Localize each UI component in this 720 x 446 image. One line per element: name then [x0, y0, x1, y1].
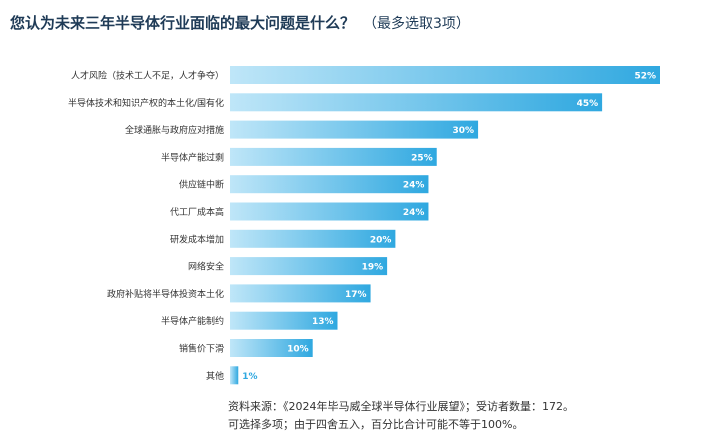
bar-4 — [230, 147, 437, 166]
bar-12 — [230, 366, 239, 385]
category-label-10: 半导体产能制约 — [161, 315, 224, 327]
value-label-8: 19% — [362, 263, 384, 273]
bar-7 — [230, 229, 396, 248]
bar-10 — [230, 311, 338, 330]
chart-title: 您认为未来三年半导体行业面临的最大问题是什么？ （最多选取3项） — [10, 12, 470, 33]
footnote-source: 资料来源：《2024年毕马威全球半导体行业展望》；受访者数量：172。 — [228, 400, 574, 413]
value-label-9: 17% — [345, 290, 367, 300]
bar-2 — [230, 93, 603, 112]
category-label-11: 销售价下滑 — [179, 343, 224, 355]
bar-5 — [230, 175, 429, 194]
category-label-2: 半导体技术和知识产权的本土化/国有化 — [68, 97, 224, 109]
category-label-9: 政府补贴将半导体投资本土化 — [107, 288, 224, 300]
value-label-6: 24% — [403, 208, 425, 218]
bar-group: 人才风险（技术工人不足，人才争夺） 52% 半导体技术和知识产权的本土化/国有化 45… — [68, 66, 660, 385]
bar-9 — [230, 284, 371, 303]
bar-6 — [230, 202, 429, 221]
category-label-8: 网络安全 — [188, 261, 224, 273]
bar-8 — [230, 257, 388, 276]
category-label-1: 人才风险（技术工人不足，人才争夺） — [71, 70, 224, 82]
value-label-5: 24% — [403, 181, 425, 191]
value-label-12: 1% — [242, 372, 257, 382]
category-label-5: 供应链中断 — [179, 179, 224, 191]
footnote-note: 可选择多项；由于四舍五入，百分比合计可能不等于100%。 — [228, 418, 524, 431]
bar-11 — [230, 339, 313, 357]
category-label-3: 全球通胀与政府应对措施 — [125, 124, 224, 136]
chart-title-sub: （最多选取3项） — [363, 16, 470, 32]
value-label-7: 20% — [370, 235, 392, 245]
category-label-4: 半导体产能过剩 — [161, 151, 224, 163]
bar-3 — [230, 120, 479, 139]
value-label-2: 45% — [577, 99, 599, 109]
value-label-1: 52% — [634, 72, 656, 82]
chart-title-main: 您认为未来三年半导体行业面临的最大问题是什么？ — [10, 14, 356, 32]
footnote: 资料来源：《2024年毕马威全球半导体行业展望》；受访者数量：172。 可选择多… — [228, 398, 574, 434]
value-label-4: 25% — [411, 153, 433, 163]
category-label-12: 其他 — [206, 370, 224, 382]
category-label-6: 代工厂成本高 — [170, 206, 224, 218]
category-label-7: 研发成本增加 — [170, 233, 224, 245]
bar-1 — [230, 66, 660, 84]
value-label-3: 30% — [453, 126, 475, 136]
value-label-10: 13% — [312, 317, 334, 327]
value-label-11: 10% — [287, 345, 309, 355]
